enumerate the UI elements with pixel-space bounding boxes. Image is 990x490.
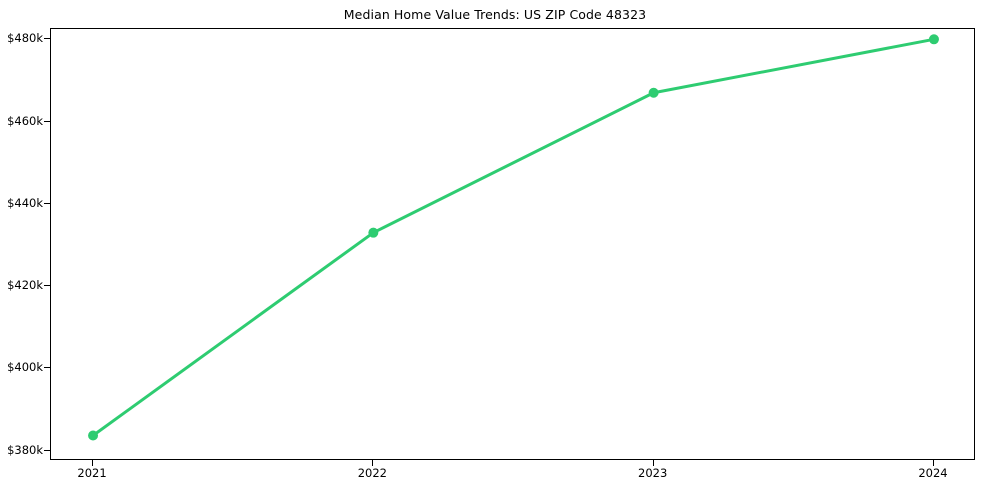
data-point-2021 (88, 430, 99, 441)
data-point-2022 (368, 227, 379, 238)
x-axis-tick-label: 2024 (918, 466, 948, 480)
line-chart-svg (88, 34, 939, 441)
y-axis-tick-label: $400k (7, 360, 43, 375)
chart-title: Median Home Value Trends: US ZIP Code 48… (343, 7, 647, 22)
x-axis-tick-label: 2021 (77, 466, 107, 480)
y-axis-tick-label: $460k (7, 113, 43, 128)
y-axis-tick-label: $420k (7, 278, 43, 293)
y-axis-tick-label: $480k (7, 31, 43, 46)
data-point-2023 (648, 87, 659, 98)
data-point-2024 (928, 34, 939, 45)
data-line-median-home-value (91, 37, 936, 437)
y-axis-tick-label: $380k (7, 442, 43, 457)
data-point-markers (88, 34, 939, 441)
y-axis-tick-labels: $380k $400k $420k $440k $460k $480k (0, 0, 43, 490)
x-axis-tick-label: 2023 (638, 466, 668, 480)
x-axis-tick-label: 2022 (357, 466, 387, 480)
y-axis-tick-label: $440k (7, 195, 43, 210)
plot-area (50, 28, 975, 460)
